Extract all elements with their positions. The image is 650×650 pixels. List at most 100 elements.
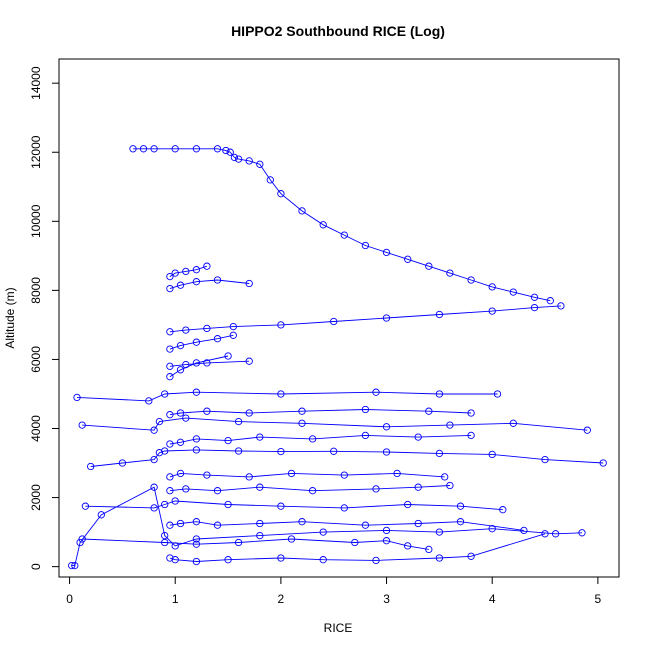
data-point (171, 145, 179, 153)
data-point (425, 407, 433, 415)
data-point (372, 485, 380, 493)
data-point (393, 469, 401, 478)
data-point (176, 438, 185, 446)
data-point (435, 449, 444, 458)
x-tick-label: 2 (278, 592, 285, 606)
data-point (192, 557, 201, 566)
data-point (256, 531, 264, 540)
data-point (166, 411, 174, 419)
data-point (446, 269, 454, 277)
data-point (166, 521, 174, 529)
data-point (68, 561, 76, 570)
data-point (176, 341, 185, 350)
series-line (169, 265, 208, 277)
data-point (229, 331, 237, 339)
data-point (76, 538, 84, 547)
series-line (169, 472, 445, 478)
series-line (169, 521, 524, 531)
x-axis-label: RICE (324, 621, 353, 635)
data-point (166, 473, 174, 481)
data-point (166, 373, 174, 381)
data-point (488, 283, 496, 291)
data-point (488, 525, 496, 533)
data-point (256, 433, 264, 441)
y-axis: 0 2000 4000 6000 8000 10000 12000 14000 (29, 66, 60, 570)
series-line (169, 360, 250, 367)
series-line (71, 486, 583, 567)
x-tick-label: 3 (383, 592, 390, 606)
data-points (68, 145, 607, 570)
data-point (213, 487, 222, 495)
data-point (229, 322, 237, 331)
data-point (287, 469, 296, 478)
y-tick-label: 14000 (29, 66, 43, 100)
series-line (169, 279, 250, 290)
data-point (435, 310, 444, 319)
data-point (404, 500, 412, 509)
data-point (129, 145, 137, 153)
data-point (541, 530, 549, 538)
data-point (441, 473, 449, 481)
data-point (382, 526, 391, 535)
data-point (467, 409, 475, 417)
data-point (414, 519, 422, 528)
x-tick-label: 0 (66, 592, 73, 606)
data-point (351, 538, 359, 547)
data-point (467, 276, 475, 284)
series-line (169, 305, 561, 333)
data-point (446, 421, 454, 429)
data-point (277, 554, 285, 562)
series-line (169, 334, 234, 350)
data-point (530, 293, 539, 301)
data-point (182, 267, 190, 276)
data-point (467, 431, 475, 440)
data-point (150, 483, 158, 491)
y-tick-label: 12000 (29, 135, 43, 169)
data-point (277, 502, 285, 510)
data-point (234, 155, 243, 163)
data-point (224, 352, 232, 360)
series-line (169, 533, 546, 562)
data-point (81, 502, 90, 510)
data-point (224, 436, 232, 445)
data-point (382, 314, 391, 322)
data-point (382, 537, 391, 545)
data-point (308, 487, 317, 495)
data-point (414, 483, 422, 491)
data-point (213, 521, 222, 529)
series-line (82, 417, 588, 431)
data-point (203, 324, 211, 333)
y-tick-label: 8000 (29, 277, 43, 304)
data-point (203, 407, 211, 415)
data-point (456, 518, 465, 526)
series-lines (71, 148, 604, 567)
y-tick-label: 0 (29, 563, 43, 570)
data-point (150, 145, 158, 153)
data-point (456, 502, 465, 510)
data-point (404, 542, 412, 550)
data-point (226, 148, 234, 156)
data-point (330, 447, 338, 455)
data-point (319, 556, 327, 564)
data-point (319, 221, 327, 229)
data-point (213, 145, 222, 153)
data-point (361, 521, 370, 529)
data-point (87, 462, 95, 471)
data-point (340, 471, 348, 479)
data-point (361, 431, 370, 440)
data-point (78, 421, 86, 429)
data-point (361, 405, 370, 414)
data-point (182, 485, 190, 493)
data-point (166, 272, 174, 281)
data-point (287, 535, 296, 543)
series-line (85, 500, 503, 511)
x-axis: 0 1 2 3 4 5 (66, 576, 602, 606)
data-point (192, 435, 201, 443)
data-point (245, 157, 253, 165)
data-point (308, 435, 317, 443)
data-point (171, 269, 179, 277)
data-point (404, 255, 412, 263)
data-point (176, 409, 185, 417)
